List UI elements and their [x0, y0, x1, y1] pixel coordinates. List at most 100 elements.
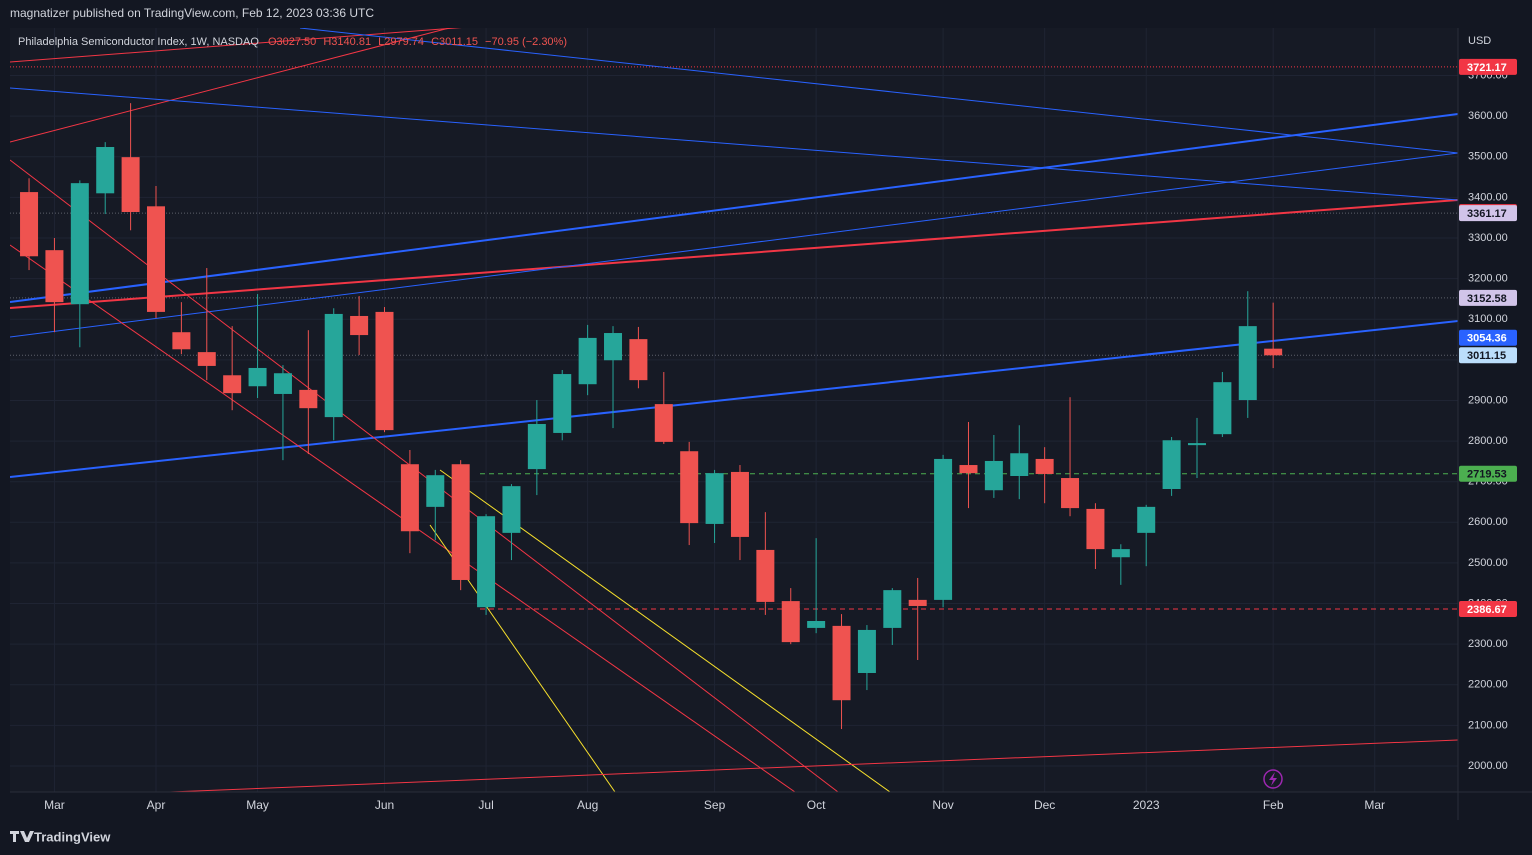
- candle-body: [20, 192, 39, 257]
- y-tick-label: 2800.00: [1468, 435, 1508, 447]
- candle-body: [248, 367, 267, 387]
- price-label: 3011.15: [1467, 350, 1506, 362]
- price-label: 3361.17: [1467, 208, 1507, 220]
- price-label: 3152.58: [1467, 293, 1507, 305]
- trend-line: [10, 28, 462, 63]
- ohlc: C3011.15: [431, 36, 478, 48]
- x-tick-label: May: [246, 798, 269, 812]
- candle-body: [857, 629, 876, 673]
- y-tick-label: 2600.00: [1468, 516, 1508, 528]
- candle-body: [984, 460, 1003, 491]
- candle-body: [502, 486, 521, 533]
- candle-body: [273, 373, 292, 394]
- y-tick-label: 2900.00: [1468, 394, 1508, 406]
- brand: TradingView: [34, 829, 111, 844]
- ohlc: O3027.50: [268, 36, 316, 48]
- candle-body: [705, 473, 724, 524]
- candle-body: [1061, 478, 1080, 509]
- candles: [20, 103, 1283, 730]
- publisher: magnatizer published on TradingView.com,…: [10, 6, 374, 20]
- x-tick-label: Jun: [375, 798, 394, 812]
- trend-line: [169, 739, 1458, 792]
- price-label: 2386.67: [1467, 604, 1507, 616]
- trend-line: [10, 320, 1458, 478]
- candle-body: [1010, 453, 1029, 477]
- price-label-box: [1459, 205, 1517, 222]
- candle-body: [832, 625, 851, 701]
- candle-body: [451, 464, 470, 580]
- y-tick-label: 2200.00: [1468, 679, 1508, 691]
- price-label-box: [1459, 347, 1517, 364]
- x-tick-label: Mar: [44, 798, 65, 812]
- candle-body: [1137, 506, 1156, 533]
- symbol: Philadelphia Semiconductor Index, 1W, NA…: [18, 36, 259, 48]
- axes: 2000.002100.002200.002300.002400.002500.…: [44, 58, 1517, 812]
- candle-body: [781, 601, 800, 643]
- candle-body: [146, 206, 165, 312]
- y-tick-label: 3500.00: [1468, 151, 1508, 163]
- candle-body: [730, 471, 749, 537]
- candle-body: [70, 183, 89, 305]
- x-tick-label: Aug: [577, 798, 598, 812]
- price-label-box: [1459, 289, 1517, 306]
- candle-body: [400, 464, 419, 532]
- candle-body: [96, 147, 115, 194]
- trend-line: [299, 28, 1458, 154]
- ohlc: L2979.74: [378, 36, 424, 48]
- trend-line: [10, 152, 1458, 338]
- candle-body: [629, 339, 648, 381]
- price-label-box: [1459, 465, 1517, 482]
- candle-body: [604, 333, 623, 361]
- candle-body: [807, 621, 826, 628]
- candle-body: [578, 337, 597, 385]
- candle-body: [121, 157, 140, 212]
- x-tick-label: Apr: [147, 798, 166, 812]
- candle-body: [1111, 549, 1130, 558]
- x-tick-label: Nov: [932, 798, 953, 812]
- candle-body: [959, 465, 978, 474]
- candle-body: [197, 352, 216, 366]
- price-label-box: [1459, 329, 1517, 346]
- price-label-box: [1459, 58, 1517, 75]
- candle-body: [908, 599, 927, 606]
- candle-body: [45, 250, 64, 303]
- candle-body: [324, 313, 343, 418]
- x-tick-label: Oct: [807, 798, 826, 812]
- y-tick-label: 3200.00: [1468, 273, 1508, 285]
- candle-body: [1187, 443, 1206, 446]
- x-tick-label: Sep: [704, 798, 726, 812]
- y-tick-label: 2300.00: [1468, 638, 1508, 650]
- candle-body: [426, 475, 445, 507]
- candle-body: [1162, 440, 1181, 489]
- candle-body: [1264, 348, 1283, 356]
- price-label: 3054.36: [1467, 333, 1507, 345]
- candle-body: [756, 549, 775, 602]
- y-tick-label: 2100.00: [1468, 719, 1508, 731]
- y-tick-label: 3600.00: [1468, 110, 1508, 122]
- legend: Philadelphia Semiconductor Index, 1W, NA…: [18, 36, 567, 48]
- candle-body: [1086, 508, 1105, 550]
- trend-line: [10, 113, 1458, 303]
- candle-body: [172, 332, 191, 350]
- x-tick-label: Dec: [1034, 798, 1055, 812]
- event-icon[interactable]: [1263, 769, 1283, 789]
- candle-body: [1213, 382, 1232, 435]
- x-tick-label: 2023: [1133, 798, 1160, 812]
- brand-logo: [10, 831, 34, 842]
- candle-body: [654, 404, 673, 442]
- candle-body: [223, 375, 242, 394]
- candle-body: [375, 311, 394, 431]
- x-tick-label: Mar: [1364, 798, 1385, 812]
- candle-body: [527, 424, 546, 470]
- price-label: 3721.17: [1467, 62, 1507, 74]
- candle-body: [1035, 458, 1054, 474]
- candle-body: [680, 451, 699, 524]
- y-tick-label: 3300.00: [1468, 232, 1508, 244]
- trend-line: [10, 87, 1458, 201]
- candle-body: [299, 389, 318, 409]
- candle-body: [883, 590, 902, 628]
- ohlc: H3140.81: [323, 36, 371, 48]
- currency: USD: [1468, 35, 1491, 47]
